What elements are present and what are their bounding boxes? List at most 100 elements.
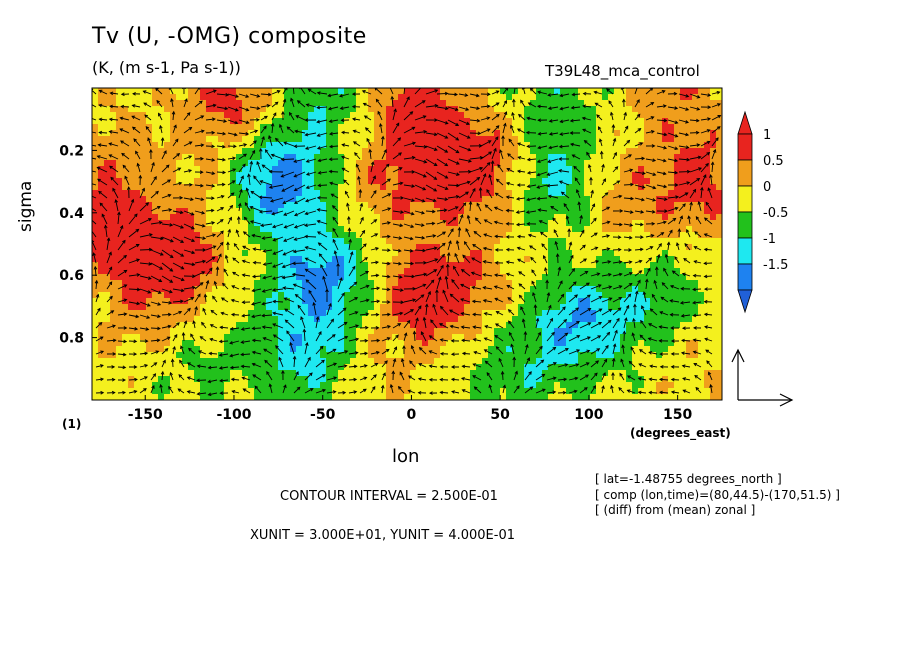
- field-cell: [296, 334, 303, 341]
- field-cell: [356, 154, 363, 161]
- field-cell: [338, 358, 345, 365]
- field-cell: [266, 112, 273, 119]
- field-cell: [668, 142, 675, 149]
- field-cell: [452, 202, 459, 209]
- field-cell: [188, 280, 195, 287]
- field-cell: [614, 346, 621, 353]
- field-cell: [632, 148, 639, 155]
- field-cell: [446, 196, 453, 203]
- field-cell: [200, 310, 207, 317]
- field-cell: [242, 226, 249, 233]
- field-cell: [344, 346, 351, 353]
- field-cell: [338, 292, 345, 299]
- field-cell: [308, 334, 315, 341]
- field-cell: [506, 172, 513, 179]
- field-cell: [548, 202, 555, 209]
- field-cell: [344, 262, 351, 269]
- field-cell: [356, 208, 363, 215]
- field-cell: [548, 160, 555, 167]
- field-cell: [686, 304, 693, 311]
- field-cell: [398, 352, 405, 359]
- field-cell: [344, 256, 351, 263]
- field-cell: [188, 328, 195, 335]
- field-cell: [566, 94, 573, 101]
- field-cell: [488, 124, 495, 131]
- field-cell: [344, 268, 351, 275]
- field-cell: [380, 262, 387, 269]
- field-cell: [698, 112, 705, 119]
- field-cell: [266, 148, 273, 155]
- field-cell: [620, 148, 627, 155]
- field-cell: [590, 166, 597, 173]
- field-cell: [266, 94, 273, 101]
- field-cell: [674, 262, 681, 269]
- field-cell: [326, 178, 333, 185]
- field-cell: [704, 238, 711, 245]
- field-cell: [350, 286, 357, 293]
- field-cell: [290, 94, 297, 101]
- field-cell: [332, 370, 339, 377]
- field-cell: [302, 262, 309, 269]
- field-cell: [266, 166, 273, 173]
- field-cell: [698, 316, 705, 323]
- field-cell: [152, 364, 159, 371]
- field-cell: [500, 274, 507, 281]
- field-cell: [620, 190, 627, 197]
- field-cell: [314, 124, 321, 131]
- field-cell: [608, 250, 615, 257]
- field-cell: [392, 226, 399, 233]
- field-cell: [104, 346, 111, 353]
- field-cell: [230, 304, 237, 311]
- field-cell: [440, 310, 447, 317]
- field-cell: [464, 316, 471, 323]
- field-cell: [500, 202, 507, 209]
- field-cell: [374, 100, 381, 107]
- field-cell: [698, 142, 705, 149]
- field-cell: [476, 244, 483, 251]
- field-cell: [146, 328, 153, 335]
- field-cell: [422, 256, 429, 263]
- field-cell: [506, 202, 513, 209]
- field-cell: [350, 292, 357, 299]
- field-cell: [578, 346, 585, 353]
- field-cell: [626, 106, 633, 113]
- field-cell: [422, 226, 429, 233]
- field-cell: [554, 364, 561, 371]
- field-cell: [296, 310, 303, 317]
- field-cell: [230, 232, 237, 239]
- field-cell: [458, 286, 465, 293]
- field-cell: [440, 256, 447, 263]
- field-cell: [452, 328, 459, 335]
- field-cell: [338, 178, 345, 185]
- field-cell: [458, 160, 465, 167]
- field-cell: [536, 310, 543, 317]
- field-cell: [686, 352, 693, 359]
- field-cell: [632, 286, 639, 293]
- field-cell: [128, 190, 135, 197]
- field-cell: [434, 268, 441, 275]
- field-cell: [650, 316, 657, 323]
- field-cell: [446, 106, 453, 113]
- field-cell: [380, 358, 387, 365]
- field-cell: [362, 196, 369, 203]
- field-cell: [680, 364, 687, 371]
- field-cell: [704, 226, 711, 233]
- field-cell: [428, 178, 435, 185]
- field-cell: [572, 328, 579, 335]
- field-cell: [200, 112, 207, 119]
- field-cell: [518, 346, 525, 353]
- field-cell: [542, 196, 549, 203]
- field-cell: [482, 346, 489, 353]
- field-cell: [566, 112, 573, 119]
- field-cell: [236, 274, 243, 281]
- field-cell: [482, 280, 489, 287]
- field-cell: [200, 214, 207, 221]
- field-cell: [284, 364, 291, 371]
- field-cell: [566, 322, 573, 329]
- field-cell: [596, 238, 603, 245]
- field-cell: [152, 280, 159, 287]
- field-cell: [110, 340, 117, 347]
- field-cell: [440, 220, 447, 227]
- field-cell: [644, 112, 651, 119]
- field-cell: [188, 214, 195, 221]
